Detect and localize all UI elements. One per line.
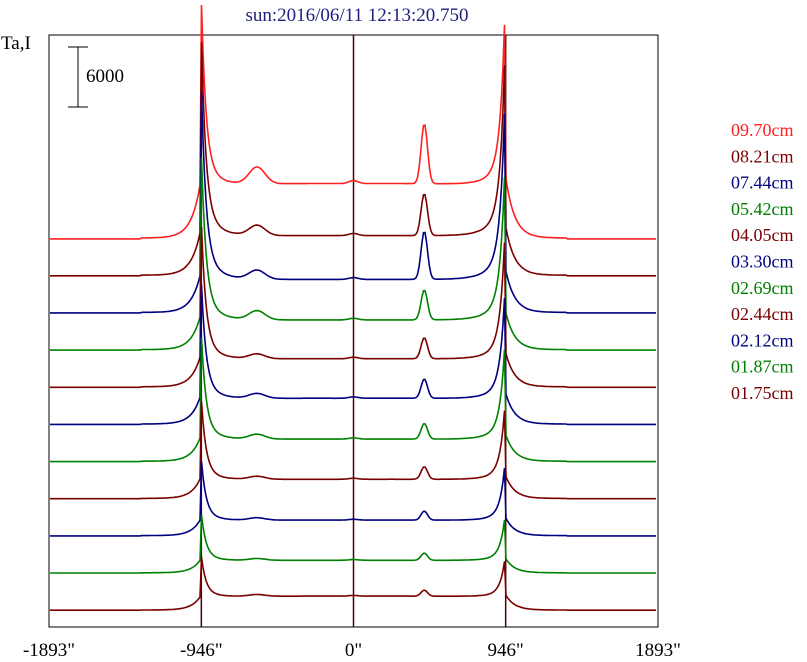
legend-item: 08.21cm <box>731 146 794 166</box>
legend-item: 05.42cm <box>731 199 794 219</box>
series-curves <box>50 4 656 611</box>
legend-item: 03.30cm <box>731 252 794 272</box>
series-line <box>50 4 656 240</box>
series-line <box>50 461 656 537</box>
series-line <box>50 284 656 426</box>
x-tick-label: -1893" <box>23 640 75 661</box>
scale-bar: 6000 <box>68 46 124 108</box>
x-tick-label: 946" <box>488 640 524 661</box>
scale-bar-label: 6000 <box>86 66 124 87</box>
legend-item: 09.70cm <box>731 120 794 140</box>
series-line <box>50 337 656 463</box>
legend-item: 02.44cm <box>731 304 794 324</box>
series-line <box>50 557 656 611</box>
y-axis-label: Ta,I <box>1 33 31 54</box>
legend-item: 01.75cm <box>731 383 794 403</box>
series-line <box>50 90 656 314</box>
series-line <box>50 157 656 351</box>
chart-title: sun:2016/06/11 12:13:20.750 <box>245 5 468 26</box>
x-tick-label: -946" <box>180 640 223 661</box>
legend: 09.70cm 08.21cm 07.44cm 05.42cm 04.05cm 03.30… <box>731 120 794 403</box>
series-line <box>50 401 656 500</box>
x-tick-label: 0" <box>345 640 362 661</box>
x-axis-ticks: -1893" -946" 0" 946" 1893" <box>23 640 681 661</box>
legend-item: 04.05cm <box>731 225 794 245</box>
series-line <box>50 226 656 389</box>
legend-item: 02.12cm <box>731 330 794 350</box>
x-tick-label: 1893" <box>635 640 681 661</box>
legend-item: 07.44cm <box>731 173 794 193</box>
series-line <box>50 514 656 574</box>
series-line <box>50 42 656 277</box>
legend-item: 01.87cm <box>731 357 794 377</box>
reference-lines <box>200 35 507 627</box>
legend-item: 02.69cm <box>731 278 794 298</box>
